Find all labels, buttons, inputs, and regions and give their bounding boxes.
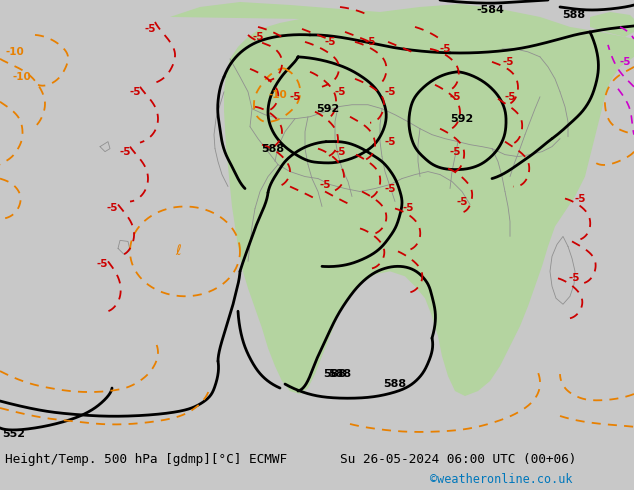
Text: -5: -5 bbox=[119, 147, 131, 157]
Text: -5: -5 bbox=[456, 196, 468, 206]
Text: -5: -5 bbox=[96, 259, 108, 270]
Text: -10: -10 bbox=[269, 90, 287, 100]
Polygon shape bbox=[170, 2, 634, 396]
Text: 592: 592 bbox=[316, 104, 340, 114]
Text: 588: 588 bbox=[328, 369, 352, 379]
Text: -5: -5 bbox=[402, 203, 414, 214]
Polygon shape bbox=[590, 12, 634, 37]
Text: -5: -5 bbox=[450, 147, 461, 157]
Text: -5: -5 bbox=[504, 92, 515, 102]
Text: -5: -5 bbox=[384, 137, 396, 147]
Text: -5: -5 bbox=[365, 37, 376, 47]
Text: -5: -5 bbox=[439, 44, 451, 54]
Text: Height/Temp. 500 hPa [gdmp][°C] ECMWF: Height/Temp. 500 hPa [gdmp][°C] ECMWF bbox=[5, 453, 287, 466]
Text: -5: -5 bbox=[320, 179, 331, 190]
Text: -10: -10 bbox=[6, 47, 24, 57]
Text: -5: -5 bbox=[107, 203, 118, 214]
Text: -5: -5 bbox=[384, 87, 396, 97]
Text: 588: 588 bbox=[384, 379, 406, 389]
Text: -5: -5 bbox=[334, 87, 346, 97]
Text: 588: 588 bbox=[562, 10, 586, 20]
Text: 552: 552 bbox=[3, 429, 25, 439]
Text: -5: -5 bbox=[324, 37, 336, 47]
Text: -10: -10 bbox=[13, 72, 31, 82]
Text: Su 26-05-2024 06:00 UTC (00+06): Su 26-05-2024 06:00 UTC (00+06) bbox=[340, 453, 576, 466]
Text: -5: -5 bbox=[129, 87, 141, 97]
Text: -5: -5 bbox=[334, 147, 346, 157]
Text: -5: -5 bbox=[289, 92, 301, 102]
Text: -5: -5 bbox=[252, 32, 264, 42]
Text: ℓ: ℓ bbox=[175, 245, 181, 258]
Text: 588: 588 bbox=[323, 369, 347, 379]
Text: 592: 592 bbox=[450, 114, 474, 123]
Text: -5: -5 bbox=[574, 194, 586, 203]
Text: -5: -5 bbox=[619, 57, 631, 67]
Text: -5: -5 bbox=[502, 57, 514, 67]
Text: -5: -5 bbox=[568, 273, 579, 283]
Text: ©weatheronline.co.uk: ©weatheronline.co.uk bbox=[430, 473, 573, 487]
Text: -5: -5 bbox=[145, 24, 156, 34]
Text: 588: 588 bbox=[261, 144, 285, 154]
Text: -5: -5 bbox=[384, 184, 396, 194]
Text: -584: -584 bbox=[476, 5, 504, 15]
Text: -5: -5 bbox=[450, 92, 461, 102]
